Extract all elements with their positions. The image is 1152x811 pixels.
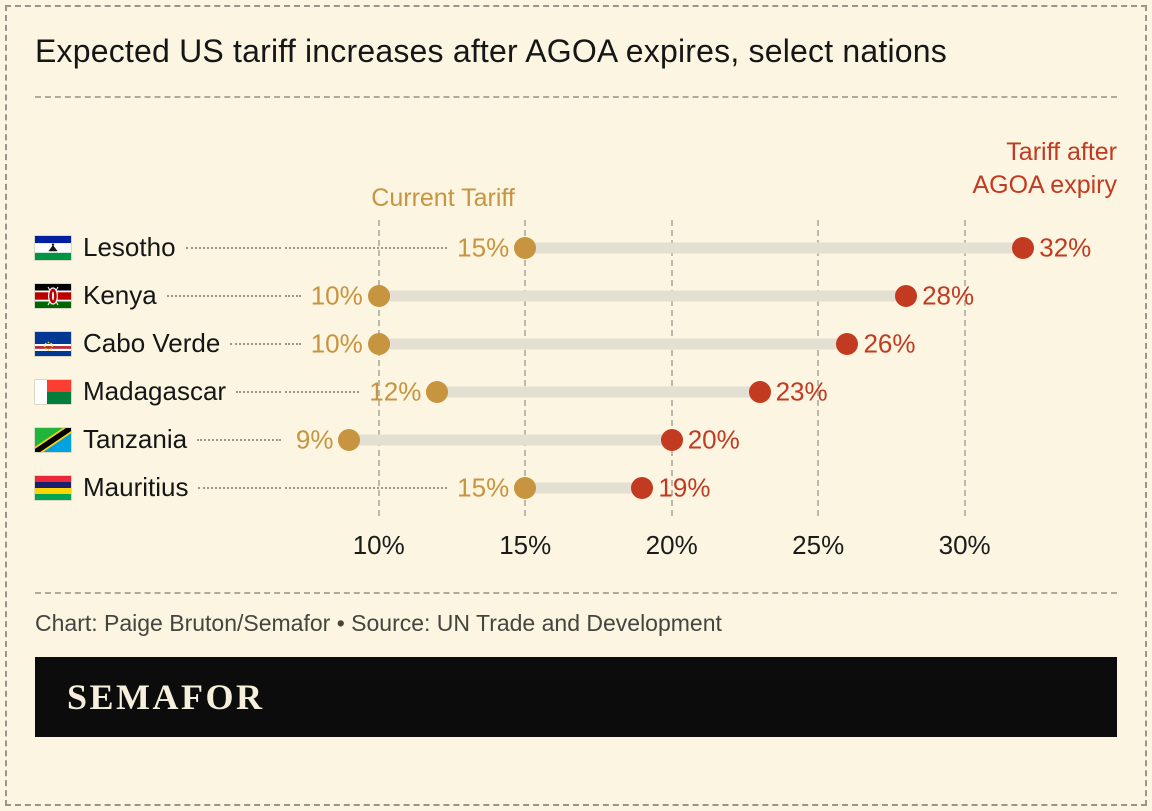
legend-layer: Current Tariff Tariff after AGOA expiry — [285, 106, 1117, 224]
leader-dots — [230, 342, 281, 345]
dumbbell-connector — [437, 386, 760, 398]
row-plot: 9% 20% — [285, 416, 1117, 464]
flag-lesotho-icon — [35, 235, 71, 260]
current-tariff-dot — [514, 476, 537, 499]
country-name: Madagascar — [83, 376, 227, 407]
row-label: Lesotho — [35, 232, 285, 263]
x-axis-label: 10% — [352, 529, 405, 560]
chart-title: Expected US tariff increases after AGOA … — [35, 33, 948, 69]
x-axis-label: 30% — [938, 529, 991, 560]
leader-dots — [198, 486, 281, 489]
leader-dots — [236, 390, 281, 393]
after-tariff-dot — [895, 284, 918, 307]
after-tariff-value: 26% — [863, 328, 916, 359]
chart-row: Tanzania 9% 20% — [35, 416, 1117, 464]
after-tariff-value: 28% — [922, 280, 975, 311]
dumbbell-connector — [378, 290, 907, 302]
x-axis-label: 20% — [645, 529, 698, 560]
after-tariff-dot — [836, 332, 859, 355]
leader-dots — [166, 294, 281, 297]
country-name: Mauritius — [83, 472, 189, 503]
leader-dots — [197, 438, 281, 441]
row-leader-line — [285, 486, 448, 489]
gridline — [670, 219, 673, 516]
legend-after: Tariff after AGOA expiry — [972, 137, 1118, 199]
after-tariff-dot — [1012, 236, 1035, 259]
row-leader-line — [285, 246, 448, 249]
after-tariff-value: 32% — [1039, 232, 1092, 263]
x-axis: 10% 15% 20% 25% 30% — [285, 524, 1117, 566]
flag-madagascar-icon — [35, 379, 71, 404]
row-label: Kenya — [35, 280, 285, 311]
current-tariff-value: 10% — [310, 328, 363, 359]
dumbbell-connector — [525, 482, 643, 494]
chart-row: Mauritius 15% 19% — [35, 464, 1117, 512]
country-name: Cabo Verde — [83, 328, 221, 359]
current-tariff-value: 10% — [310, 280, 363, 311]
current-tariff-value: 9% — [295, 424, 334, 455]
row-leader-line — [285, 294, 301, 297]
country-name: Tanzania — [83, 424, 188, 455]
current-tariff-value: 12% — [369, 376, 422, 407]
flag-mauritius-icon — [35, 475, 71, 500]
flag-cabo-verde-icon — [35, 331, 71, 356]
current-tariff-dot — [426, 380, 449, 403]
row-plot: 12% 23% — [285, 368, 1117, 416]
current-tariff-value: 15% — [457, 472, 510, 503]
chart-row: Kenya 10% 28% — [35, 272, 1117, 320]
after-tariff-value: 20% — [687, 424, 740, 455]
row-leader-line — [285, 342, 301, 345]
country-name: Lesotho — [83, 232, 176, 263]
current-tariff-dot — [367, 284, 390, 307]
row-plot: 10% 26% — [285, 320, 1117, 368]
after-tariff-value: 19% — [658, 472, 711, 503]
row-leader-line — [285, 390, 360, 393]
country-name: Kenya — [83, 280, 157, 311]
current-tariff-dot — [514, 236, 537, 259]
chart-credit: Chart: Paige Bruton/Semafor • Source: UN… — [35, 609, 722, 636]
dumbbell-connector — [349, 434, 672, 446]
dumbbell-chart: Current Tariff Tariff after AGOA expiry — [35, 106, 1117, 566]
flag-tanzania-icon — [35, 427, 71, 452]
x-axis-label: 25% — [792, 529, 845, 560]
gridline — [817, 219, 820, 516]
chart-rows: Lesotho 15% 32% — [35, 224, 1117, 512]
after-tariff-dot — [748, 380, 771, 403]
row-label: Cabo Verde — [35, 328, 285, 359]
row-label: Madagascar — [35, 376, 285, 407]
chart-row: Lesotho 15% 32% — [35, 224, 1117, 272]
chart-row: Madagascar 12% 23% — [35, 368, 1117, 416]
divider-top — [35, 95, 1117, 98]
after-tariff-dot — [631, 476, 654, 499]
current-tariff-value: 15% — [457, 232, 510, 263]
semafor-wordmark: SEMAFOR — [67, 676, 265, 717]
row-label: Tanzania — [35, 424, 285, 455]
row-plot: 15% 19% — [285, 464, 1117, 512]
after-tariff-dot — [660, 428, 683, 451]
gridline — [377, 219, 380, 516]
row-label: Mauritius — [35, 472, 285, 503]
legend-current: Current Tariff — [371, 183, 515, 212]
gridline — [963, 219, 966, 516]
gridlines-layer — [285, 219, 1117, 516]
logo-bar: SEMAFOR — [35, 656, 1117, 737]
row-plot: 10% 28% — [285, 272, 1117, 320]
divider-bottom — [35, 591, 1117, 594]
dumbbell-connector — [378, 338, 848, 350]
dumbbell-connector — [525, 242, 1024, 254]
chart-row: Cabo Verde 10% 26% — [35, 320, 1117, 368]
flag-kenya-icon — [35, 283, 71, 308]
current-tariff-dot — [338, 428, 361, 451]
chart-card: Expected US tariff increases after AGOA … — [5, 5, 1147, 806]
leader-dots — [185, 246, 281, 249]
after-tariff-value: 23% — [775, 376, 828, 407]
row-plot: 15% 32% — [285, 224, 1117, 272]
current-tariff-dot — [367, 332, 390, 355]
x-axis-label: 15% — [499, 529, 552, 560]
gridline — [524, 219, 527, 516]
